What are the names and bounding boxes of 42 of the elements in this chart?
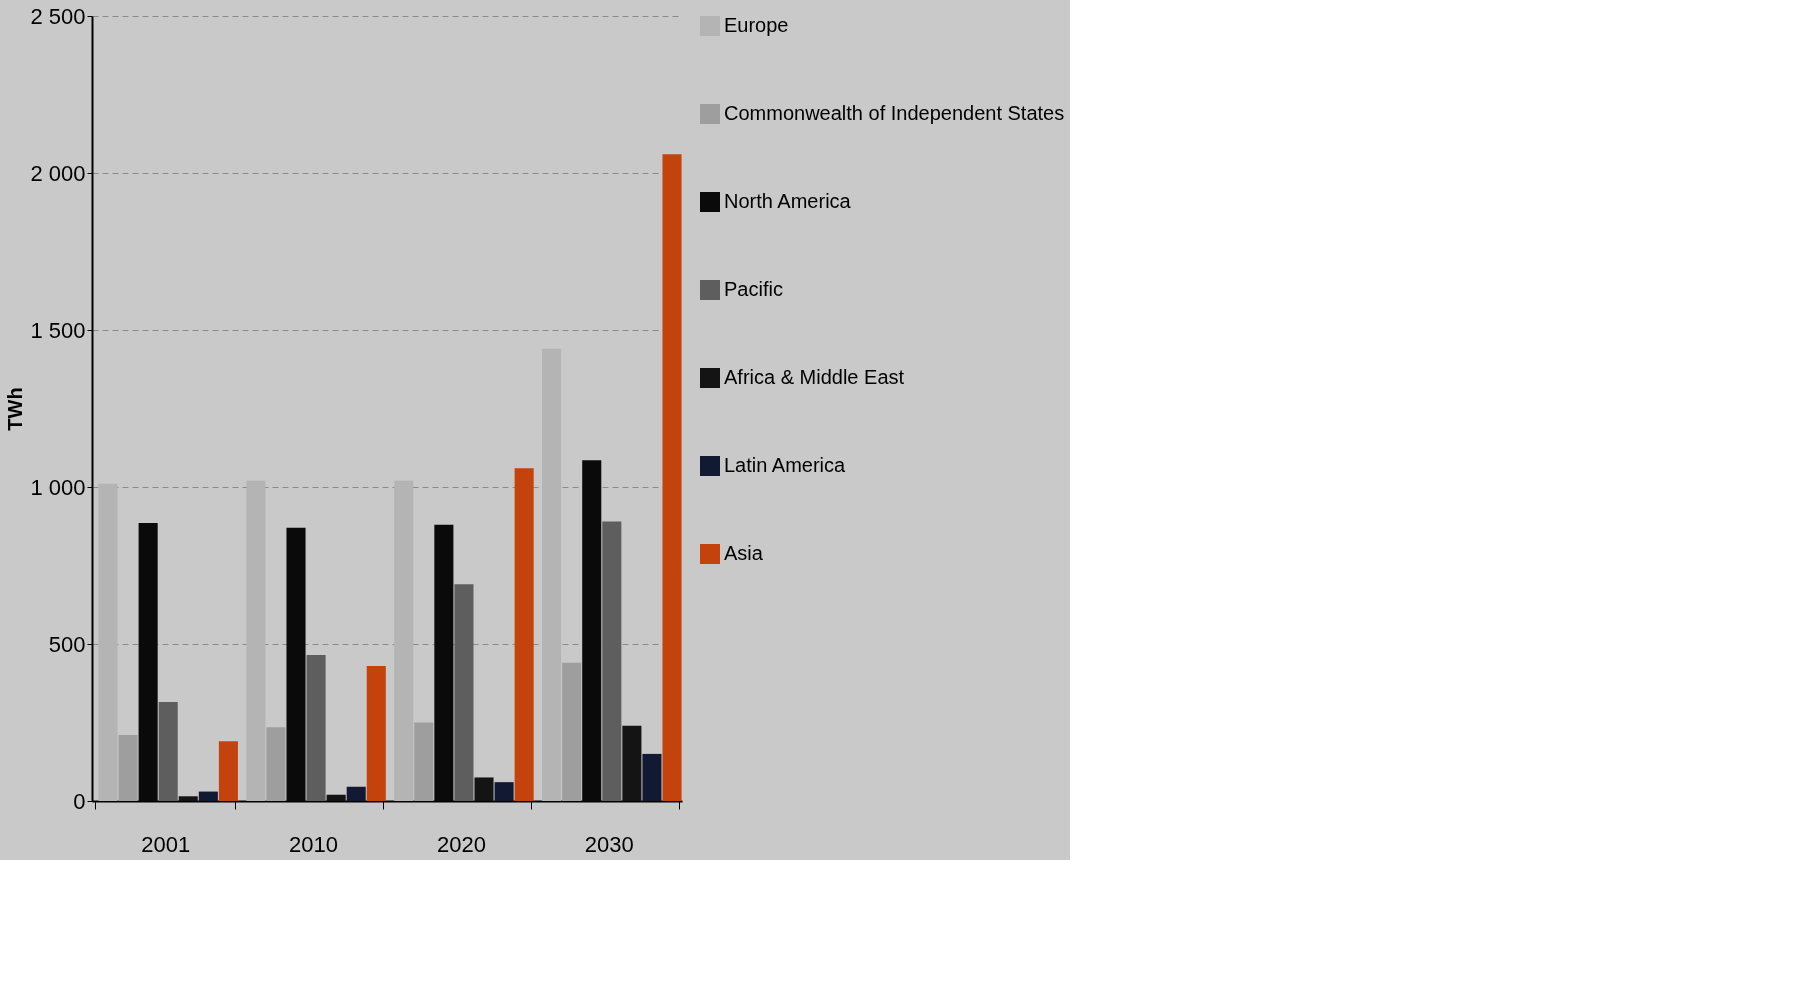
- bar: [622, 725, 642, 801]
- legend-label: Pacific: [724, 278, 783, 300]
- bar: [326, 794, 346, 801]
- bar: [662, 154, 682, 801]
- bar: [542, 348, 562, 801]
- bar: [454, 584, 474, 801]
- bar: [306, 654, 326, 801]
- bar: [366, 665, 386, 801]
- bar: [198, 791, 218, 801]
- legend-label: Latin America: [724, 454, 847, 476]
- legend-label: North America: [724, 190, 852, 212]
- y-tick-label: 2 000: [30, 160, 86, 186]
- bar: [346, 786, 366, 801]
- bar: [394, 480, 414, 801]
- y-tick-label: 1 500: [30, 317, 86, 343]
- bar: [266, 727, 286, 801]
- bar: [218, 741, 238, 801]
- y-tick-label: 500: [48, 631, 86, 657]
- legend-label: Asia: [724, 542, 764, 564]
- bar: [642, 753, 662, 801]
- y-tick-label: 1 000: [30, 474, 86, 500]
- x-tick-label: 2001: [141, 831, 191, 857]
- bar: [118, 735, 138, 801]
- y-tick-label: 2 500: [30, 3, 86, 29]
- x-tick-label: 2010: [289, 831, 339, 857]
- bar: [514, 468, 534, 801]
- bar: [474, 777, 494, 801]
- x-tick-label: 2020: [436, 831, 486, 857]
- bar: [178, 796, 198, 801]
- legend-label: Commonwealth of Independent States: [724, 102, 1065, 124]
- bar: [562, 662, 582, 801]
- bar: [414, 722, 434, 801]
- bar: [494, 782, 514, 801]
- x-tick-label: 2030: [584, 831, 634, 857]
- y-axis-title: TWh: [4, 387, 27, 431]
- bar: [158, 702, 178, 801]
- bar: [602, 521, 622, 801]
- y-tick-label: 0: [73, 788, 86, 814]
- bar: [246, 480, 266, 801]
- legend-label: Europe: [724, 14, 789, 36]
- bar: [98, 483, 118, 801]
- legend-label: Africa & Middle East: [724, 366, 905, 388]
